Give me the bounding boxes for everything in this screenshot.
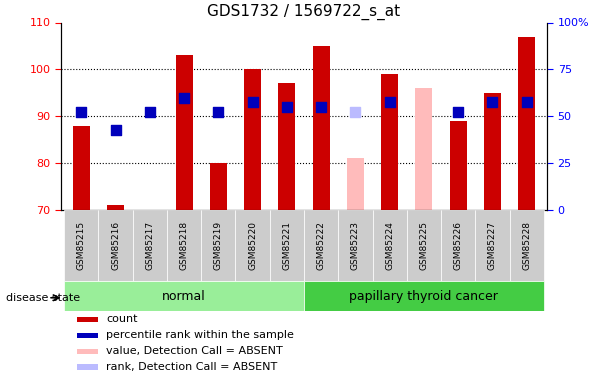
Bar — [235, 210, 270, 281]
Bar — [278, 84, 295, 210]
Text: normal: normal — [162, 290, 206, 303]
Text: GSM85221: GSM85221 — [282, 220, 291, 270]
Bar — [415, 88, 432, 210]
Text: GSM85219: GSM85219 — [214, 220, 223, 270]
Point — [77, 109, 86, 115]
Text: GSM85227: GSM85227 — [488, 220, 497, 270]
Text: percentile rank within the sample: percentile rank within the sample — [106, 330, 294, 340]
Point — [145, 109, 154, 115]
Bar — [270, 210, 304, 281]
Bar — [77, 333, 98, 338]
Bar — [107, 206, 124, 210]
Bar — [441, 210, 475, 281]
Point — [111, 128, 120, 134]
Bar — [475, 210, 510, 281]
Bar — [338, 210, 373, 281]
Text: rank, Detection Call = ABSENT: rank, Detection Call = ABSENT — [106, 362, 277, 372]
Bar — [407, 210, 441, 281]
Bar — [244, 69, 261, 210]
Text: GSM85228: GSM85228 — [522, 220, 531, 270]
Text: GSM85217: GSM85217 — [145, 220, 154, 270]
Text: GSM85220: GSM85220 — [248, 220, 257, 270]
Bar — [77, 316, 98, 322]
Text: count: count — [106, 314, 138, 324]
Text: GSM85224: GSM85224 — [385, 220, 394, 270]
Bar — [381, 74, 398, 210]
Bar — [484, 93, 501, 210]
Point — [454, 109, 463, 115]
Point — [213, 109, 223, 115]
Bar — [77, 348, 98, 354]
Text: GSM85225: GSM85225 — [420, 220, 429, 270]
Point — [351, 109, 361, 115]
Bar — [304, 281, 544, 311]
Bar — [133, 210, 167, 281]
Text: GSM85215: GSM85215 — [77, 220, 86, 270]
Bar — [201, 210, 235, 281]
Point — [522, 99, 531, 105]
Text: GSM85223: GSM85223 — [351, 220, 360, 270]
Text: disease state: disease state — [6, 293, 80, 303]
Bar — [449, 121, 467, 210]
Point — [385, 99, 395, 105]
Bar — [64, 281, 304, 311]
Point — [179, 94, 189, 100]
Bar — [77, 364, 98, 370]
Bar — [73, 126, 90, 210]
Bar — [373, 210, 407, 281]
Text: GSM85218: GSM85218 — [179, 220, 188, 270]
Bar — [304, 210, 338, 281]
Bar — [510, 210, 544, 281]
Point — [316, 104, 326, 110]
Bar — [210, 163, 227, 210]
Text: GSM85226: GSM85226 — [454, 220, 463, 270]
Text: GSM85216: GSM85216 — [111, 220, 120, 270]
Text: value, Detection Call = ABSENT: value, Detection Call = ABSENT — [106, 346, 283, 356]
Point — [282, 104, 292, 110]
Bar — [64, 210, 98, 281]
Point — [488, 99, 497, 105]
Text: papillary thyroid cancer: papillary thyroid cancer — [350, 290, 499, 303]
Bar — [98, 210, 133, 281]
Point — [247, 99, 257, 105]
Bar — [313, 46, 330, 210]
Bar — [347, 158, 364, 210]
Bar — [176, 56, 193, 210]
Text: GSM85222: GSM85222 — [317, 220, 326, 270]
Bar — [167, 210, 201, 281]
Title: GDS1732 / 1569722_s_at: GDS1732 / 1569722_s_at — [207, 3, 401, 20]
Bar — [518, 37, 535, 210]
